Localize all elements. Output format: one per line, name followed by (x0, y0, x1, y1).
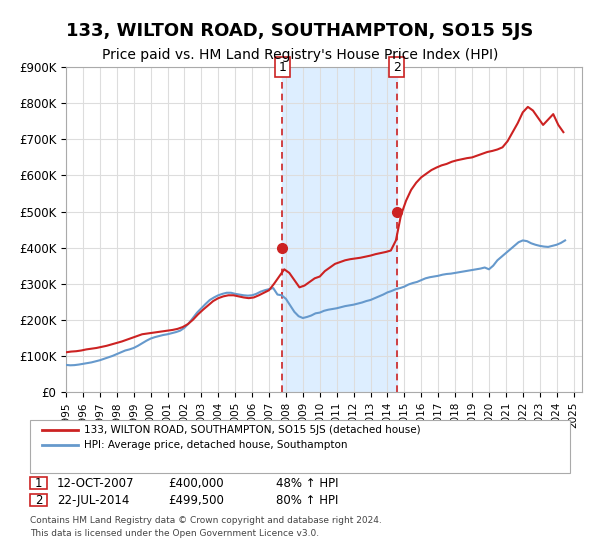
Text: Price paid vs. HM Land Registry's House Price Index (HPI): Price paid vs. HM Land Registry's House … (102, 48, 498, 62)
Text: Contains HM Land Registry data © Crown copyright and database right 2024.: Contains HM Land Registry data © Crown c… (30, 516, 382, 525)
Text: £400,000: £400,000 (168, 477, 224, 490)
Text: This data is licensed under the Open Government Licence v3.0.: This data is licensed under the Open Gov… (30, 529, 319, 538)
Text: 12-OCT-2007: 12-OCT-2007 (57, 477, 134, 490)
Text: 22-JUL-2014: 22-JUL-2014 (57, 493, 130, 507)
Text: 2: 2 (393, 60, 401, 74)
Text: 133, WILTON ROAD, SOUTHAMPTON, SO15 5JS (detached house): 133, WILTON ROAD, SOUTHAMPTON, SO15 5JS … (84, 424, 421, 435)
Text: 1: 1 (35, 477, 42, 490)
Bar (282, 67, 397, 392)
Text: £499,500: £499,500 (168, 493, 224, 507)
Text: 2: 2 (35, 493, 42, 507)
Text: 48% ↑ HPI: 48% ↑ HPI (276, 477, 338, 490)
Text: 1: 1 (278, 60, 286, 74)
Text: HPI: Average price, detached house, Southampton: HPI: Average price, detached house, Sout… (84, 440, 347, 450)
Text: 133, WILTON ROAD, SOUTHAMPTON, SO15 5JS: 133, WILTON ROAD, SOUTHAMPTON, SO15 5JS (67, 22, 533, 40)
Text: 80% ↑ HPI: 80% ↑ HPI (276, 493, 338, 507)
